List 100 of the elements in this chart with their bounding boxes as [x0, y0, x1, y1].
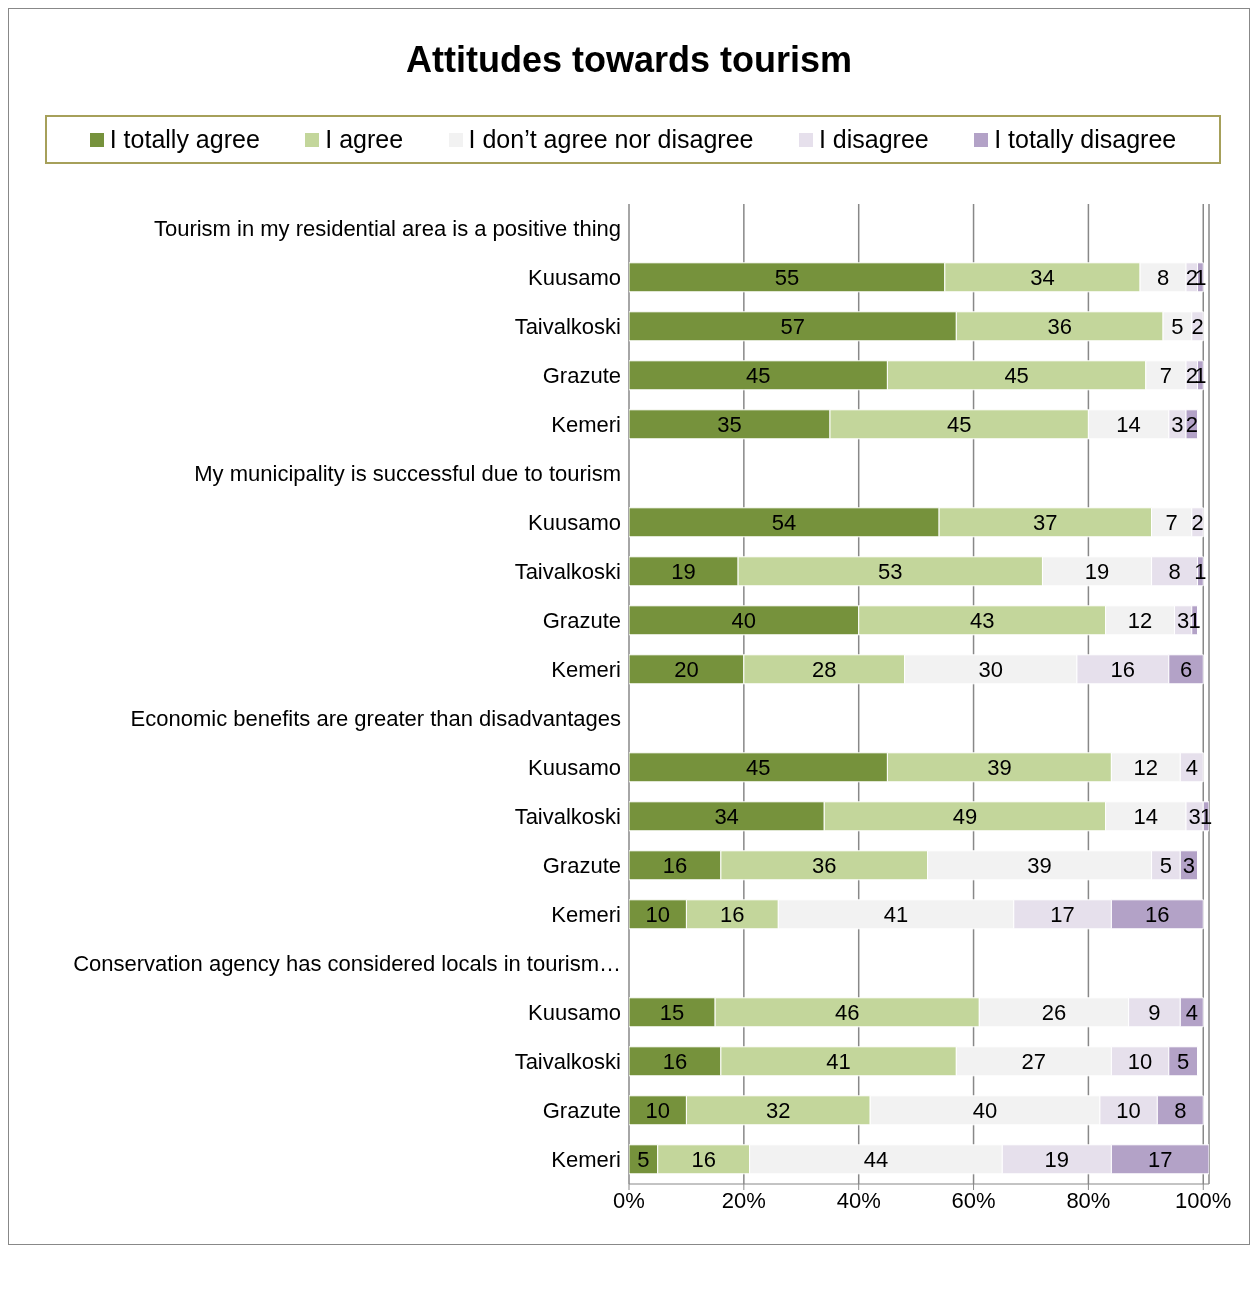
data-label: 5 — [1171, 314, 1184, 340]
data-label: 2 — [1191, 510, 1204, 536]
x-tick-label: 20% — [721, 1187, 766, 1213]
data-label: 8 — [1168, 559, 1181, 585]
chart-title: Attitudes towards tourism — [405, 39, 853, 81]
data-label: 19 — [1084, 559, 1110, 585]
y-tick-label: Kuusamo — [528, 1000, 621, 1026]
data-label: 2 — [1191, 314, 1204, 340]
data-label: 15 — [659, 1000, 685, 1026]
data-label: 16 — [1145, 902, 1170, 928]
y-tick-label: Economic benefits are greater than disadvantages — [130, 706, 621, 732]
data-label: 2 — [1185, 412, 1198, 438]
y-tick-label: Kemeri — [551, 657, 621, 683]
data-label: 8 — [1174, 1098, 1187, 1124]
legend-label: I totally agree — [109, 125, 260, 154]
data-label: 5 — [1159, 853, 1173, 879]
data-label: 26 — [1041, 1000, 1067, 1026]
data-label: 2 — [1185, 363, 1198, 389]
data-label: 27 — [1021, 1049, 1047, 1075]
data-label: 45 — [745, 363, 771, 389]
y-tick-label: Conservation agency has considered locals in tourism… — [73, 951, 621, 977]
legend-label: I agree — [325, 125, 404, 154]
legend-label: I don’t agree nor disagree — [468, 125, 754, 154]
data-label: 40 — [731, 608, 757, 634]
y-tick-label: Kuusamo — [528, 755, 621, 781]
x-tick-label: 0% — [613, 1187, 645, 1213]
data-label: 16 — [662, 1049, 688, 1075]
data-label: 7 — [1165, 510, 1178, 536]
data-label: 40 — [972, 1098, 998, 1124]
data-label: 36 — [812, 853, 837, 879]
data-label: 5 — [637, 1147, 650, 1173]
data-label: 10 — [1116, 1098, 1141, 1124]
y-tick-label: Taivalkoski — [514, 559, 621, 585]
data-label: 16 — [720, 902, 745, 928]
y-tick-label: My municipality is successful due to tourism — [194, 461, 621, 487]
y-tick-label: Taivalkoski — [514, 804, 621, 830]
data-label: 8 — [1156, 265, 1170, 291]
data-label: 35 — [717, 412, 742, 438]
data-label: 41 — [883, 902, 909, 928]
data-label: 3 — [1182, 853, 1196, 879]
y-tick-label: Kemeri — [551, 902, 621, 928]
y-tick-label: Grazute — [542, 608, 621, 634]
data-label: 39 — [1027, 853, 1052, 879]
data-label: 54 — [771, 510, 797, 536]
data-label: 45 — [946, 412, 972, 438]
data-label: 57 — [780, 314, 805, 340]
data-label: 34 — [714, 804, 739, 830]
y-tick-label: Kemeri — [551, 412, 621, 438]
legend-label: I totally disagree — [994, 125, 1177, 154]
data-label: 17 — [1147, 1147, 1173, 1173]
data-label: 16 — [1110, 657, 1136, 683]
x-tick-label: 100% — [1175, 1187, 1232, 1213]
data-label: 36 — [1047, 314, 1072, 340]
data-label: 16 — [691, 1147, 716, 1173]
data-label: 7 — [1159, 363, 1173, 389]
y-tick-label: Grazute — [542, 1098, 621, 1124]
data-label: 16 — [662, 853, 688, 879]
data-label: 34 — [1030, 265, 1055, 291]
data-label: 3 — [1177, 608, 1190, 634]
y-tick-label: Kemeri — [551, 1147, 621, 1173]
y-tick-label: Kuusamo — [528, 510, 621, 536]
data-label: 2 — [1185, 265, 1198, 291]
y-tick-label: Taivalkoski — [514, 1049, 621, 1075]
data-label: 9 — [1148, 1000, 1161, 1026]
data-label: 4 — [1185, 1000, 1198, 1026]
data-label: 10 — [645, 902, 670, 928]
y-tick-label: Grazute — [542, 363, 621, 389]
data-label: 53 — [878, 559, 903, 585]
data-label: 44 — [863, 1147, 889, 1173]
data-label: 12 — [1127, 608, 1153, 634]
data-label: 55 — [774, 265, 800, 291]
y-tick-label: Tourism in my residential area is a positive thing — [153, 216, 621, 242]
data-label: 28 — [812, 657, 837, 683]
data-label: 17 — [1050, 902, 1075, 928]
data-label: 19 — [1044, 1147, 1070, 1173]
data-label: 4 — [1185, 755, 1198, 781]
data-label: 30 — [978, 657, 1004, 683]
data-label: 1 — [1194, 559, 1207, 585]
data-label: 46 — [834, 1000, 860, 1026]
data-label: 19 — [671, 559, 696, 585]
x-tick-label: 80% — [1066, 1187, 1111, 1213]
data-label: 5 — [1177, 1049, 1190, 1075]
x-tick-label: 60% — [951, 1187, 996, 1213]
data-label: 10 — [1127, 1049, 1153, 1075]
x-tick-label: 40% — [836, 1187, 881, 1213]
data-label: 6 — [1179, 657, 1193, 683]
y-tick-label: Grazute — [542, 853, 621, 879]
data-label: 12 — [1133, 755, 1159, 781]
legend-label: I disagree — [818, 125, 929, 154]
y-tick-label: Taivalkoski — [514, 314, 621, 340]
data-label: 37 — [1033, 510, 1058, 536]
data-label: 39 — [987, 755, 1012, 781]
data-label: 45 — [1004, 363, 1029, 389]
data-label: 45 — [745, 755, 771, 781]
data-label: 3 — [1171, 412, 1184, 438]
data-label: 3 — [1188, 804, 1201, 830]
data-label: 1 — [1200, 804, 1213, 830]
data-label: 32 — [766, 1098, 791, 1124]
data-label: 20 — [674, 657, 699, 683]
data-label: 14 — [1133, 804, 1159, 830]
